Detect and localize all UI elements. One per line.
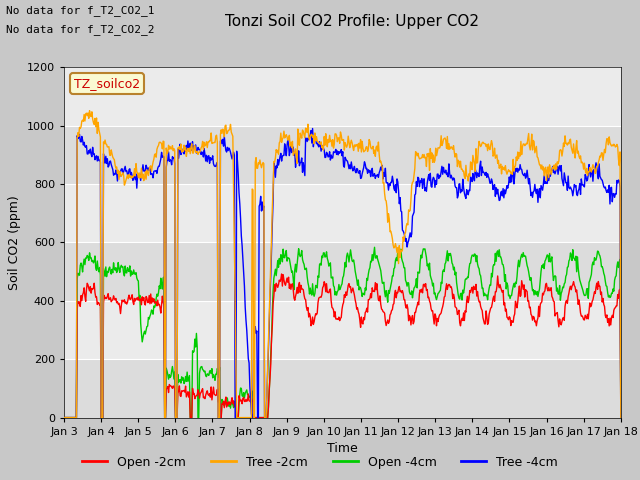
Text: No data for f_T2_CO2_2: No data for f_T2_CO2_2: [6, 24, 155, 35]
Text: No data for f_T2_CO2_1: No data for f_T2_CO2_1: [6, 5, 155, 16]
Bar: [64, 242, 621, 301]
Legend: TZ_soilco2: TZ_soilco2: [70, 73, 144, 94]
Bar: [64, 359, 621, 418]
Text: Tonzi Soil CO2 Profile: Upper CO2: Tonzi Soil CO2 Profile: Upper CO2: [225, 14, 479, 29]
Y-axis label: Soil CO2 (ppm): Soil CO2 (ppm): [8, 195, 21, 290]
Bar: [64, 126, 621, 184]
Legend: Open -2cm, Tree -2cm, Open -4cm, Tree -4cm: Open -2cm, Tree -2cm, Open -4cm, Tree -4…: [77, 451, 563, 474]
X-axis label: Time: Time: [327, 442, 358, 455]
